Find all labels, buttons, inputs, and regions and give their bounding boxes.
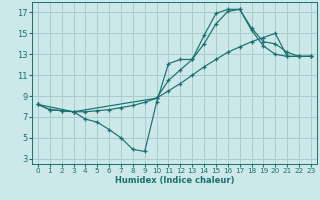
X-axis label: Humidex (Indice chaleur): Humidex (Indice chaleur): [115, 176, 234, 185]
